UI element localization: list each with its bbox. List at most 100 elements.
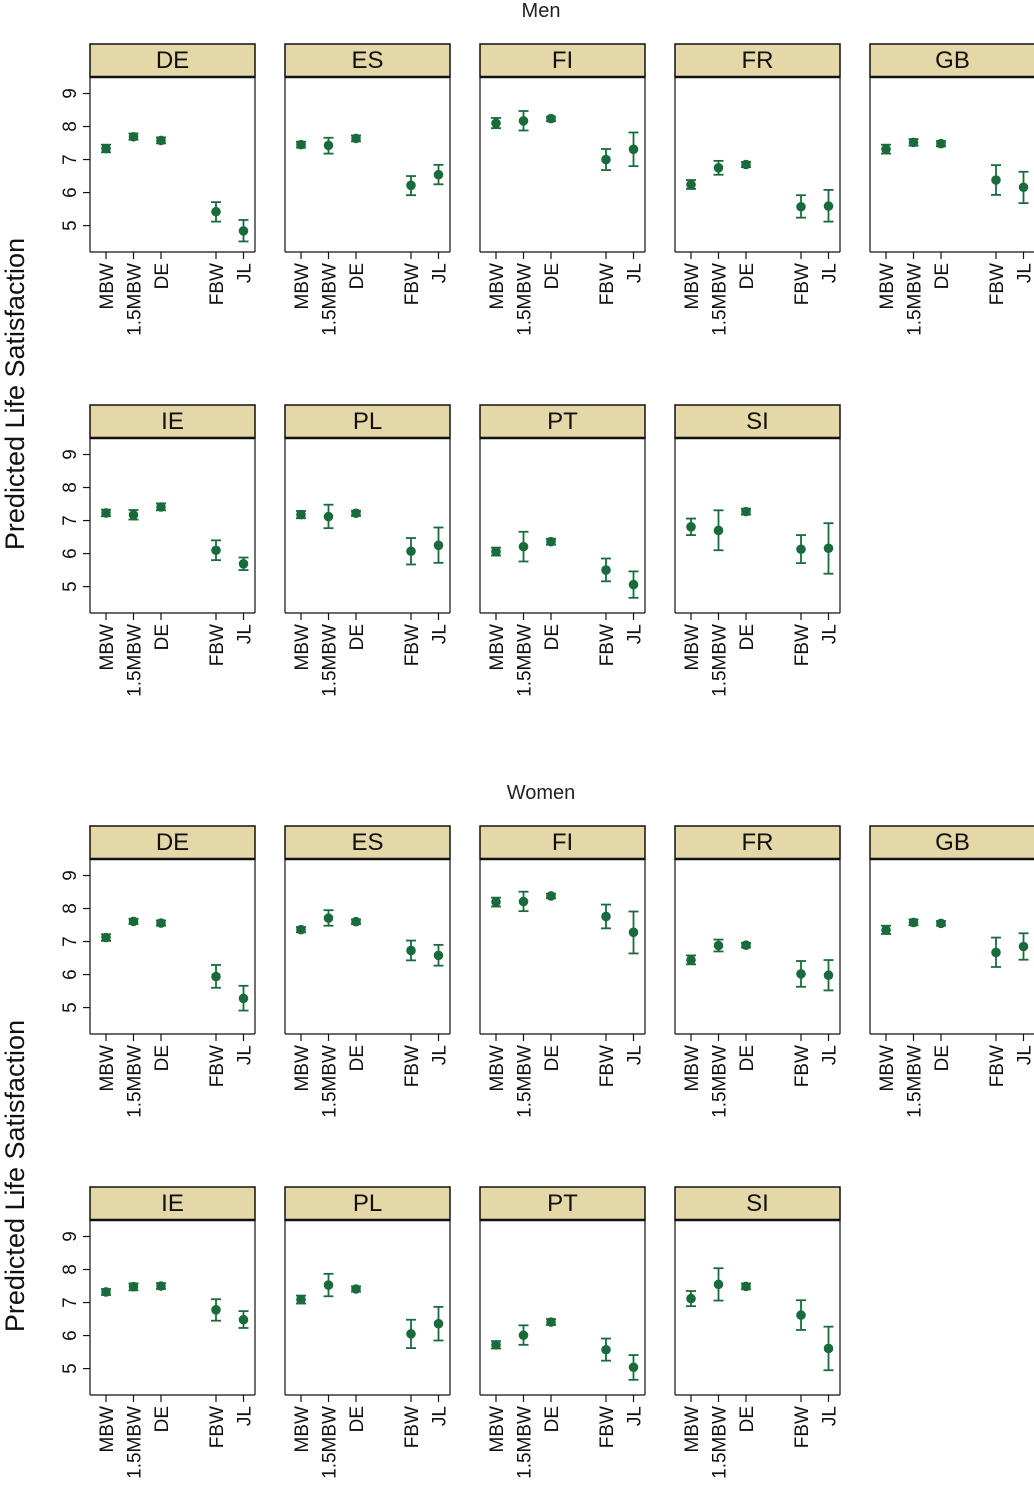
data-point [686, 1293, 696, 1304]
x-tick-label: FBW [207, 1406, 228, 1448]
group-title: Women [507, 782, 576, 804]
strip-header [869, 825, 1034, 860]
data-point [323, 140, 334, 151]
x-tick-label: JL [625, 1406, 646, 1426]
x-tick-label: FBW [597, 263, 618, 305]
data-point [101, 508, 111, 518]
x-tick-label: FBW [207, 624, 228, 666]
panel-gb: GB MBW 1.5MBW DE FBW JL [869, 825, 1034, 1118]
x-tick-label: MBW [97, 1406, 118, 1453]
data-point [601, 911, 611, 922]
y-tick-label: 9 [60, 449, 81, 460]
x-tick-label: MBW [487, 624, 508, 671]
x-tick-label: MBW [487, 263, 508, 310]
x-tick-label: 1.5MBW [710, 263, 731, 336]
x-tick-label: 1.5MBW [125, 1406, 146, 1479]
data-point [796, 544, 806, 555]
data-point [351, 133, 361, 144]
data-point [1018, 941, 1029, 952]
x-tick-label: 1.5MBW [710, 1045, 731, 1118]
x-tick-label: 1.5MBW [515, 1045, 536, 1118]
x-tick-label: JL [430, 1406, 451, 1426]
data-point [238, 1314, 249, 1325]
x-tick-label: MBW [292, 1045, 313, 1092]
data-point [518, 541, 529, 552]
panel-fr: FR MBW 1.5MBW DE FBW JL [674, 43, 841, 336]
x-tick-label: FBW [402, 263, 423, 305]
data-point [406, 945, 416, 956]
data-point [351, 1284, 361, 1294]
strip-header [479, 43, 646, 78]
x-tick-label: DE [737, 1045, 758, 1071]
data-point [491, 897, 501, 907]
data-point [101, 1287, 111, 1297]
data-point [518, 116, 529, 126]
data-point [518, 896, 529, 907]
group-women: Women Predicted Life Satisfaction DE 5 6 7 8 9 M… [0, 782, 1034, 1479]
y-tick-label: 9 [60, 88, 81, 99]
data-point [796, 969, 806, 979]
strip-header [284, 825, 451, 860]
strip-header [284, 1186, 451, 1221]
x-tick-label: FBW [792, 263, 813, 305]
strip-header [674, 825, 841, 860]
data-point [713, 525, 724, 536]
x-tick-label: 1.5MBW [515, 263, 536, 336]
data-point [713, 163, 724, 173]
x-tick-label: DE [932, 263, 953, 289]
strip-header [284, 404, 451, 439]
y-tick-label: 7 [60, 154, 81, 165]
data-point [101, 932, 111, 943]
data-point [601, 565, 611, 575]
x-tick-label: JL [235, 1045, 256, 1065]
data-point [323, 913, 334, 923]
x-tick-label: DE [347, 263, 368, 289]
data-point [601, 154, 611, 165]
strip-header [869, 43, 1034, 78]
x-tick-label: FBW [402, 1045, 423, 1087]
strip-label: FI [552, 829, 573, 856]
data-point [546, 113, 556, 124]
panel-de: DE 5 6 7 8 9 MBW 1.5MBW DE FBW JL [60, 43, 256, 336]
data-point [211, 1305, 221, 1315]
x-tick-label: DE [542, 263, 563, 289]
strip-header [479, 404, 646, 439]
panel-ie: IE 5 6 7 8 9 MBW 1.5MBW DE FBW JL [60, 1186, 256, 1479]
x-tick-label: MBW [292, 1406, 313, 1453]
x-tick-label: JL [820, 1045, 841, 1065]
data-point [323, 511, 334, 522]
x-tick-label: DE [152, 1045, 173, 1071]
data-point [628, 144, 639, 155]
panel-pl: PL MBW 1.5MBW DE FBW JL [284, 1186, 451, 1479]
x-tick-label: MBW [487, 1045, 508, 1092]
x-tick-label: 1.5MBW [320, 1045, 341, 1118]
panel-pl: PL MBW 1.5MBW DE FBW JL [284, 404, 451, 697]
data-point [238, 226, 249, 236]
data-point [433, 950, 444, 961]
y-tick-label: 8 [60, 121, 81, 132]
x-tick-label: DE [152, 1406, 173, 1432]
data-point [128, 131, 139, 142]
panel-gb: GB MBW 1.5MBW DE FBW JL [869, 43, 1034, 336]
x-tick-label: 1.5MBW [905, 1045, 926, 1118]
x-tick-label: JL [820, 624, 841, 644]
strip-label: PT [547, 408, 578, 435]
x-tick-label: MBW [682, 263, 703, 310]
data-point [323, 1280, 334, 1290]
panel-pt: PT MBW 1.5MBW DE FBW JL [479, 404, 646, 697]
y-tick-label: 8 [60, 1264, 81, 1275]
x-tick-label: DE [542, 624, 563, 650]
data-point [881, 144, 891, 155]
data-point [823, 201, 834, 211]
x-tick-label: FBW [792, 1406, 813, 1448]
x-tick-label: MBW [877, 263, 898, 310]
data-point [238, 993, 249, 1004]
y-tick-label: 6 [60, 548, 81, 559]
data-point [796, 201, 806, 212]
x-tick-label: 1.5MBW [320, 624, 341, 697]
strip-header [89, 43, 256, 78]
x-tick-label: FBW [402, 624, 423, 666]
x-tick-label: DE [737, 624, 758, 650]
data-point [433, 540, 444, 551]
